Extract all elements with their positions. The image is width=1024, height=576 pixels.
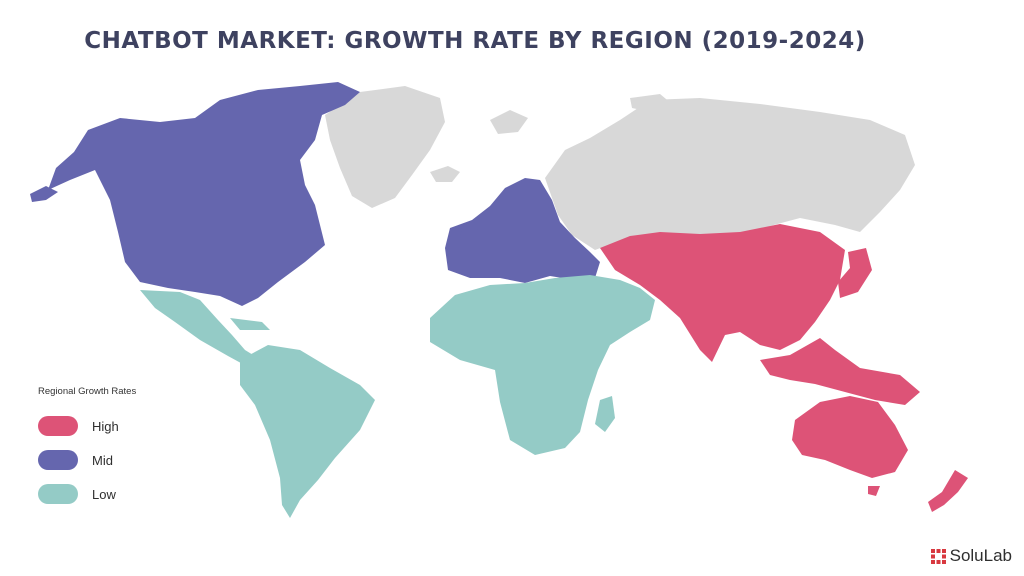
brand-name: SoluLab	[949, 546, 1012, 565]
region-northern-eurasia	[545, 98, 915, 250]
region-europe	[445, 178, 600, 283]
region-madagascar	[595, 396, 615, 432]
high-growth-regions	[600, 224, 968, 512]
region-north-america	[48, 82, 360, 306]
legend-label-low: Low	[92, 486, 116, 502]
region-alaska-islands	[30, 186, 58, 202]
brand-logo: SoluLab	[930, 546, 1012, 566]
legend-swatch-low	[38, 484, 78, 504]
map-title: CHATBOT MARKET: GROWTH RATE BY REGION (2…	[84, 28, 866, 54]
region-tasmania	[868, 486, 880, 496]
region-asia	[600, 224, 845, 362]
region-southeast-asia-islands	[760, 338, 920, 405]
legend-label-mid: Mid	[92, 452, 113, 468]
solulab-logo-icon	[930, 548, 946, 564]
map-legend: Regional Growth Rates High Mid Low	[38, 386, 136, 511]
region-central-america	[140, 290, 258, 368]
unrated-regions	[325, 86, 915, 250]
legend-swatch-high	[38, 416, 78, 436]
region-svalbard	[490, 110, 528, 134]
mid-growth-regions	[30, 82, 600, 306]
legend-swatch-mid	[38, 450, 78, 470]
region-iceland	[430, 166, 460, 182]
region-japan	[838, 248, 872, 298]
region-new-zealand	[928, 470, 968, 512]
low-growth-regions	[140, 275, 655, 518]
region-australia	[792, 396, 908, 478]
legend-title: Regional Growth Rates	[38, 386, 137, 397]
region-south-america	[240, 345, 375, 518]
legend-item-high: High	[38, 409, 136, 443]
region-uk	[460, 222, 480, 248]
legend-item-mid: Mid	[38, 443, 136, 477]
legend-item-low: Low	[38, 477, 136, 511]
region-africa-middle-east	[430, 275, 655, 455]
legend-label-high: High	[92, 418, 119, 434]
region-caribbean	[230, 318, 270, 330]
region-arctic-islands	[630, 94, 672, 112]
region-greenland	[325, 86, 445, 208]
